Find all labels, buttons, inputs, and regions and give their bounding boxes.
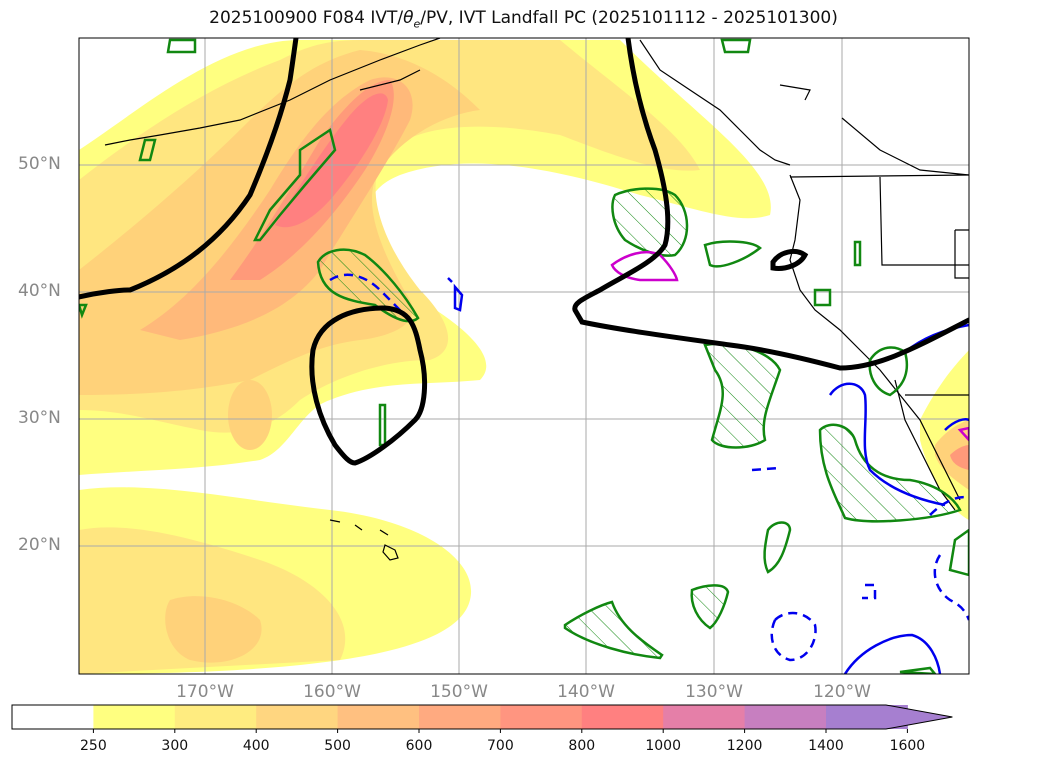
- colorbar-segment: [12, 705, 94, 729]
- colorbar: [11, 704, 953, 733]
- colorbar-segment: [174, 705, 257, 729]
- lat-label-30n: 30°N: [18, 408, 61, 428]
- colorbar-segment: [581, 705, 664, 729]
- colorbar-tick-label: 600: [405, 738, 433, 754]
- lat-label-40n: 40°N: [18, 281, 61, 301]
- colorbar-extend-arrow: [826, 705, 953, 729]
- lon-label-170w: 170°W: [176, 682, 234, 702]
- colorbar-tick-label: 800: [568, 738, 596, 754]
- lon-label-130w: 130°W: [685, 682, 743, 702]
- map-frame: [78, 37, 970, 675]
- colorbar-segment: [663, 705, 746, 729]
- colorbar-tick-label: 1200: [726, 738, 763, 754]
- lon-label-120w: 120°W: [813, 682, 871, 702]
- lon-label-160w: 160°W: [303, 682, 361, 702]
- colorbar-segment: [256, 705, 339, 729]
- colorbar-tick-label: 250: [80, 738, 107, 754]
- colorbar-segment: [744, 705, 827, 729]
- colorbar-tick-label: 500: [324, 738, 351, 754]
- lon-label-140w: 140°W: [557, 682, 615, 702]
- colorbar-segment: [419, 705, 501, 729]
- colorbar-tick-label: 300: [161, 738, 189, 754]
- colorbar-tick-label: 1000: [645, 738, 682, 754]
- map-title: 2025100900 F084 IVT/θe/PV, IVT Landfall …: [209, 8, 838, 31]
- coastlines: [104, 38, 969, 561]
- colorbar-segment: [93, 705, 176, 729]
- black-contours: [79, 38, 969, 466]
- colorbar-tick-label: 700: [487, 738, 514, 754]
- colorbar-segment: [500, 705, 583, 729]
- graticule: [79, 38, 969, 674]
- colorbar-tick-label: 1400: [808, 738, 844, 754]
- colorbar-segment: [337, 705, 420, 729]
- lat-label-20n: 20°N: [18, 535, 61, 555]
- colorbar-tick-label: 400: [242, 738, 270, 754]
- colorbar-tick-label: 1600: [889, 738, 926, 754]
- lat-label-50n: 50°N: [18, 154, 61, 174]
- map-panel: [79, 38, 969, 674]
- colorbar-outline: [11, 704, 953, 730]
- lon-label-150w: 150°W: [430, 682, 488, 702]
- pv-contours: [79, 38, 969, 674]
